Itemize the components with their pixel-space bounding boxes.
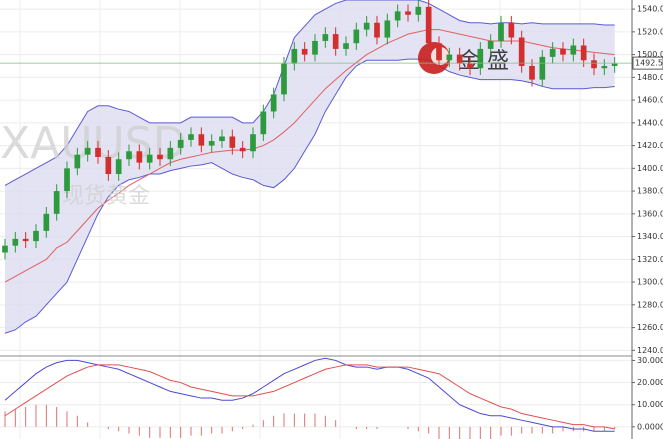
candle-body bbox=[198, 134, 205, 146]
candle-body bbox=[146, 154, 153, 163]
y-tick-label: 1380.00 bbox=[637, 187, 663, 196]
candle-body bbox=[43, 213, 50, 231]
y-tick-label: 1320.00 bbox=[637, 255, 663, 264]
candle-body bbox=[332, 34, 339, 49]
candle-body bbox=[529, 65, 535, 80]
y-tick-label: 1240.00 bbox=[637, 346, 663, 355]
macd-dif bbox=[4, 357, 615, 432]
candle-body bbox=[611, 63, 618, 66]
candle-body bbox=[353, 29, 360, 44]
candle-body bbox=[167, 147, 174, 160]
candle-body bbox=[384, 20, 391, 38]
y-tick-label: 1340.00 bbox=[637, 232, 663, 241]
y-tick-label: 1440.00 bbox=[637, 118, 663, 127]
y-tick-label: 1260.00 bbox=[637, 323, 663, 332]
candle-body bbox=[467, 63, 473, 69]
last-price-box bbox=[632, 56, 663, 70]
middle-band bbox=[4, 29, 615, 283]
candle-body bbox=[126, 151, 132, 160]
candle-body bbox=[105, 156, 112, 175]
candle-body bbox=[508, 22, 515, 38]
candle-body bbox=[22, 238, 29, 242]
y-tick-label: 1360.00 bbox=[637, 209, 663, 218]
candle-body bbox=[363, 22, 370, 30]
candle-body bbox=[115, 159, 122, 175]
candle-body bbox=[498, 22, 504, 41]
candle-body bbox=[281, 63, 287, 95]
macd-tick-label: 30.0000 bbox=[637, 356, 663, 365]
watermark-symbol: XAUUSD bbox=[0, 118, 186, 169]
candle-body bbox=[415, 6, 422, 15]
candle-body bbox=[456, 54, 463, 64]
candle-body bbox=[343, 43, 349, 49]
candle-body bbox=[549, 48, 556, 57]
candle-body bbox=[33, 230, 39, 242]
candle-body bbox=[64, 168, 70, 192]
candle-body bbox=[95, 147, 101, 157]
candle-body bbox=[229, 136, 236, 148]
candle-body bbox=[136, 151, 143, 163]
candle-body bbox=[188, 134, 194, 140]
y-tick-label: 1500.00 bbox=[637, 50, 663, 59]
candle-body bbox=[53, 191, 60, 214]
y-tick-label: 1420.00 bbox=[637, 141, 663, 150]
candle-body bbox=[591, 60, 597, 69]
candle-body bbox=[12, 238, 19, 246]
candle-body bbox=[291, 48, 298, 64]
candle-body bbox=[446, 54, 453, 61]
candle-body bbox=[219, 136, 225, 142]
y-tick-label: 1280.00 bbox=[637, 300, 663, 309]
candle-body bbox=[74, 154, 81, 169]
candle-body bbox=[518, 37, 525, 66]
candle-body bbox=[312, 40, 318, 55]
y-tick-label: 1400.00 bbox=[637, 164, 663, 173]
candle-body bbox=[436, 43, 442, 61]
candle-body bbox=[157, 154, 163, 160]
candle-body bbox=[539, 56, 546, 80]
candle-body bbox=[301, 48, 308, 55]
candle-body bbox=[260, 111, 267, 135]
candle-body bbox=[374, 22, 380, 38]
candle-body bbox=[177, 139, 184, 148]
candle-body bbox=[394, 11, 401, 21]
logo-text: 金 盛 bbox=[458, 49, 509, 74]
candle-body bbox=[560, 48, 566, 55]
candle-body bbox=[570, 45, 577, 55]
candle-body bbox=[425, 6, 432, 44]
candle-body bbox=[2, 245, 8, 253]
candle-body bbox=[405, 11, 411, 15]
watermark-subtitle: 现货黄金 bbox=[62, 184, 150, 209]
y-tick-label: 1480.00 bbox=[637, 73, 663, 82]
candle-body bbox=[270, 94, 277, 112]
macd-tick-label: 20.0000 bbox=[637, 378, 663, 387]
macd-tick-label: 0.0000 bbox=[637, 422, 663, 431]
candle-body bbox=[601, 65, 608, 69]
candle-body bbox=[322, 34, 329, 41]
candle-body bbox=[477, 48, 484, 69]
watermark: XAUUSD 现货黄金 bbox=[0, 118, 186, 209]
last-price-label: 1492.52 bbox=[635, 59, 663, 68]
band-fill bbox=[5, 0, 615, 334]
lower-band bbox=[4, 58, 615, 334]
candle-body bbox=[580, 45, 587, 61]
candle-body bbox=[208, 141, 215, 146]
candle-body bbox=[84, 147, 91, 155]
candle-body bbox=[239, 147, 246, 152]
y-tick-label: 1300.00 bbox=[637, 278, 663, 287]
y-tick-label: 1540.00 bbox=[637, 5, 663, 14]
macd-tick-label: 10.0000 bbox=[637, 400, 663, 409]
y-tick-label: 1520.00 bbox=[637, 27, 663, 36]
y-tick-label: 1460.00 bbox=[637, 96, 663, 105]
macd-dea bbox=[4, 364, 615, 430]
candle-body bbox=[250, 134, 256, 152]
candle-body bbox=[487, 40, 494, 49]
